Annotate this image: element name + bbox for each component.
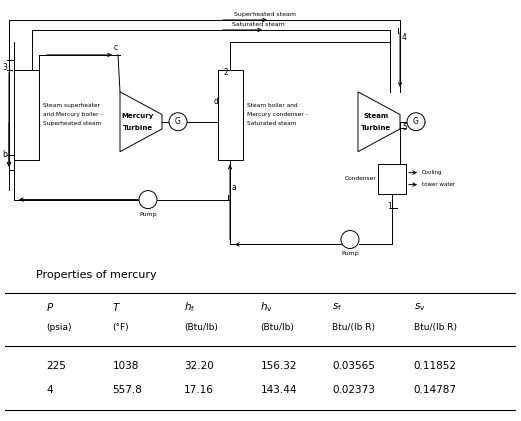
Text: 0.14787: 0.14787 — [414, 385, 457, 395]
Text: (Btu/lb): (Btu/lb) — [184, 323, 218, 332]
Circle shape — [407, 113, 425, 131]
Text: (psia): (psia) — [46, 323, 71, 332]
Text: 0.11852: 0.11852 — [414, 362, 457, 371]
Text: Steam boiler and: Steam boiler and — [247, 103, 297, 108]
Text: b: b — [2, 150, 7, 159]
Text: $s_{\rm f}$: $s_{\rm f}$ — [332, 301, 342, 313]
Text: $h_{\rm v}$: $h_{\rm v}$ — [260, 301, 273, 314]
Circle shape — [341, 231, 359, 248]
Text: Steam: Steam — [363, 113, 388, 119]
Text: Superheated steam: Superheated steam — [234, 12, 296, 17]
Text: 0.02373: 0.02373 — [332, 385, 375, 395]
Text: Condenser: Condenser — [344, 176, 376, 181]
Bar — [14, 70, 39, 160]
Text: 156.32: 156.32 — [260, 362, 297, 371]
Text: 17.16: 17.16 — [184, 385, 214, 395]
Text: Mercury: Mercury — [121, 113, 154, 119]
Text: G: G — [175, 117, 181, 126]
Text: c: c — [114, 43, 118, 52]
Text: 1: 1 — [387, 202, 392, 211]
Text: 4: 4 — [46, 385, 53, 395]
Text: a: a — [232, 183, 237, 192]
Text: d: d — [213, 97, 218, 106]
Text: (°F): (°F) — [113, 323, 129, 332]
Text: 1038: 1038 — [113, 362, 139, 371]
Text: 2: 2 — [224, 68, 228, 77]
Text: 5: 5 — [402, 123, 407, 132]
Text: Properties of mercury: Properties of mercury — [36, 270, 156, 280]
Text: Saturated steam: Saturated steam — [232, 22, 284, 27]
Text: 143.44: 143.44 — [260, 385, 297, 395]
Polygon shape — [120, 92, 162, 152]
Text: Pump: Pump — [139, 212, 157, 216]
Text: and Mercury boiler -: and Mercury boiler - — [43, 112, 103, 117]
Text: Mercury condenser -: Mercury condenser - — [247, 112, 308, 117]
Text: 557.8: 557.8 — [113, 385, 142, 395]
Polygon shape — [358, 92, 400, 152]
Text: Btu/(lb R): Btu/(lb R) — [332, 323, 375, 332]
Bar — [218, 70, 243, 160]
Text: Cooling: Cooling — [422, 170, 442, 175]
Text: Saturated steam: Saturated steam — [247, 121, 296, 126]
Text: 32.20: 32.20 — [184, 362, 214, 371]
Text: tower water: tower water — [422, 182, 455, 187]
Text: $s_{\rm v}$: $s_{\rm v}$ — [414, 301, 425, 313]
Text: 225: 225 — [46, 362, 66, 371]
Text: Steam superheater: Steam superheater — [43, 103, 100, 108]
Text: $h_{\rm f}$: $h_{\rm f}$ — [184, 301, 195, 314]
Text: 3: 3 — [2, 63, 7, 72]
Bar — [378, 164, 406, 194]
Circle shape — [169, 113, 187, 131]
Text: Turbine: Turbine — [361, 125, 391, 131]
Text: 0.03565: 0.03565 — [332, 362, 375, 371]
Text: Turbine: Turbine — [122, 125, 153, 131]
Text: $T$: $T$ — [113, 301, 121, 313]
Text: Btu/(lb R): Btu/(lb R) — [414, 323, 457, 332]
Text: 4: 4 — [402, 33, 407, 43]
Text: (Btu/lb): (Btu/lb) — [260, 323, 294, 332]
Text: Pump: Pump — [341, 251, 359, 256]
Text: $P$: $P$ — [46, 301, 54, 313]
Circle shape — [139, 191, 157, 208]
Text: G: G — [413, 117, 419, 126]
Text: Superheated steam: Superheated steam — [43, 121, 102, 126]
